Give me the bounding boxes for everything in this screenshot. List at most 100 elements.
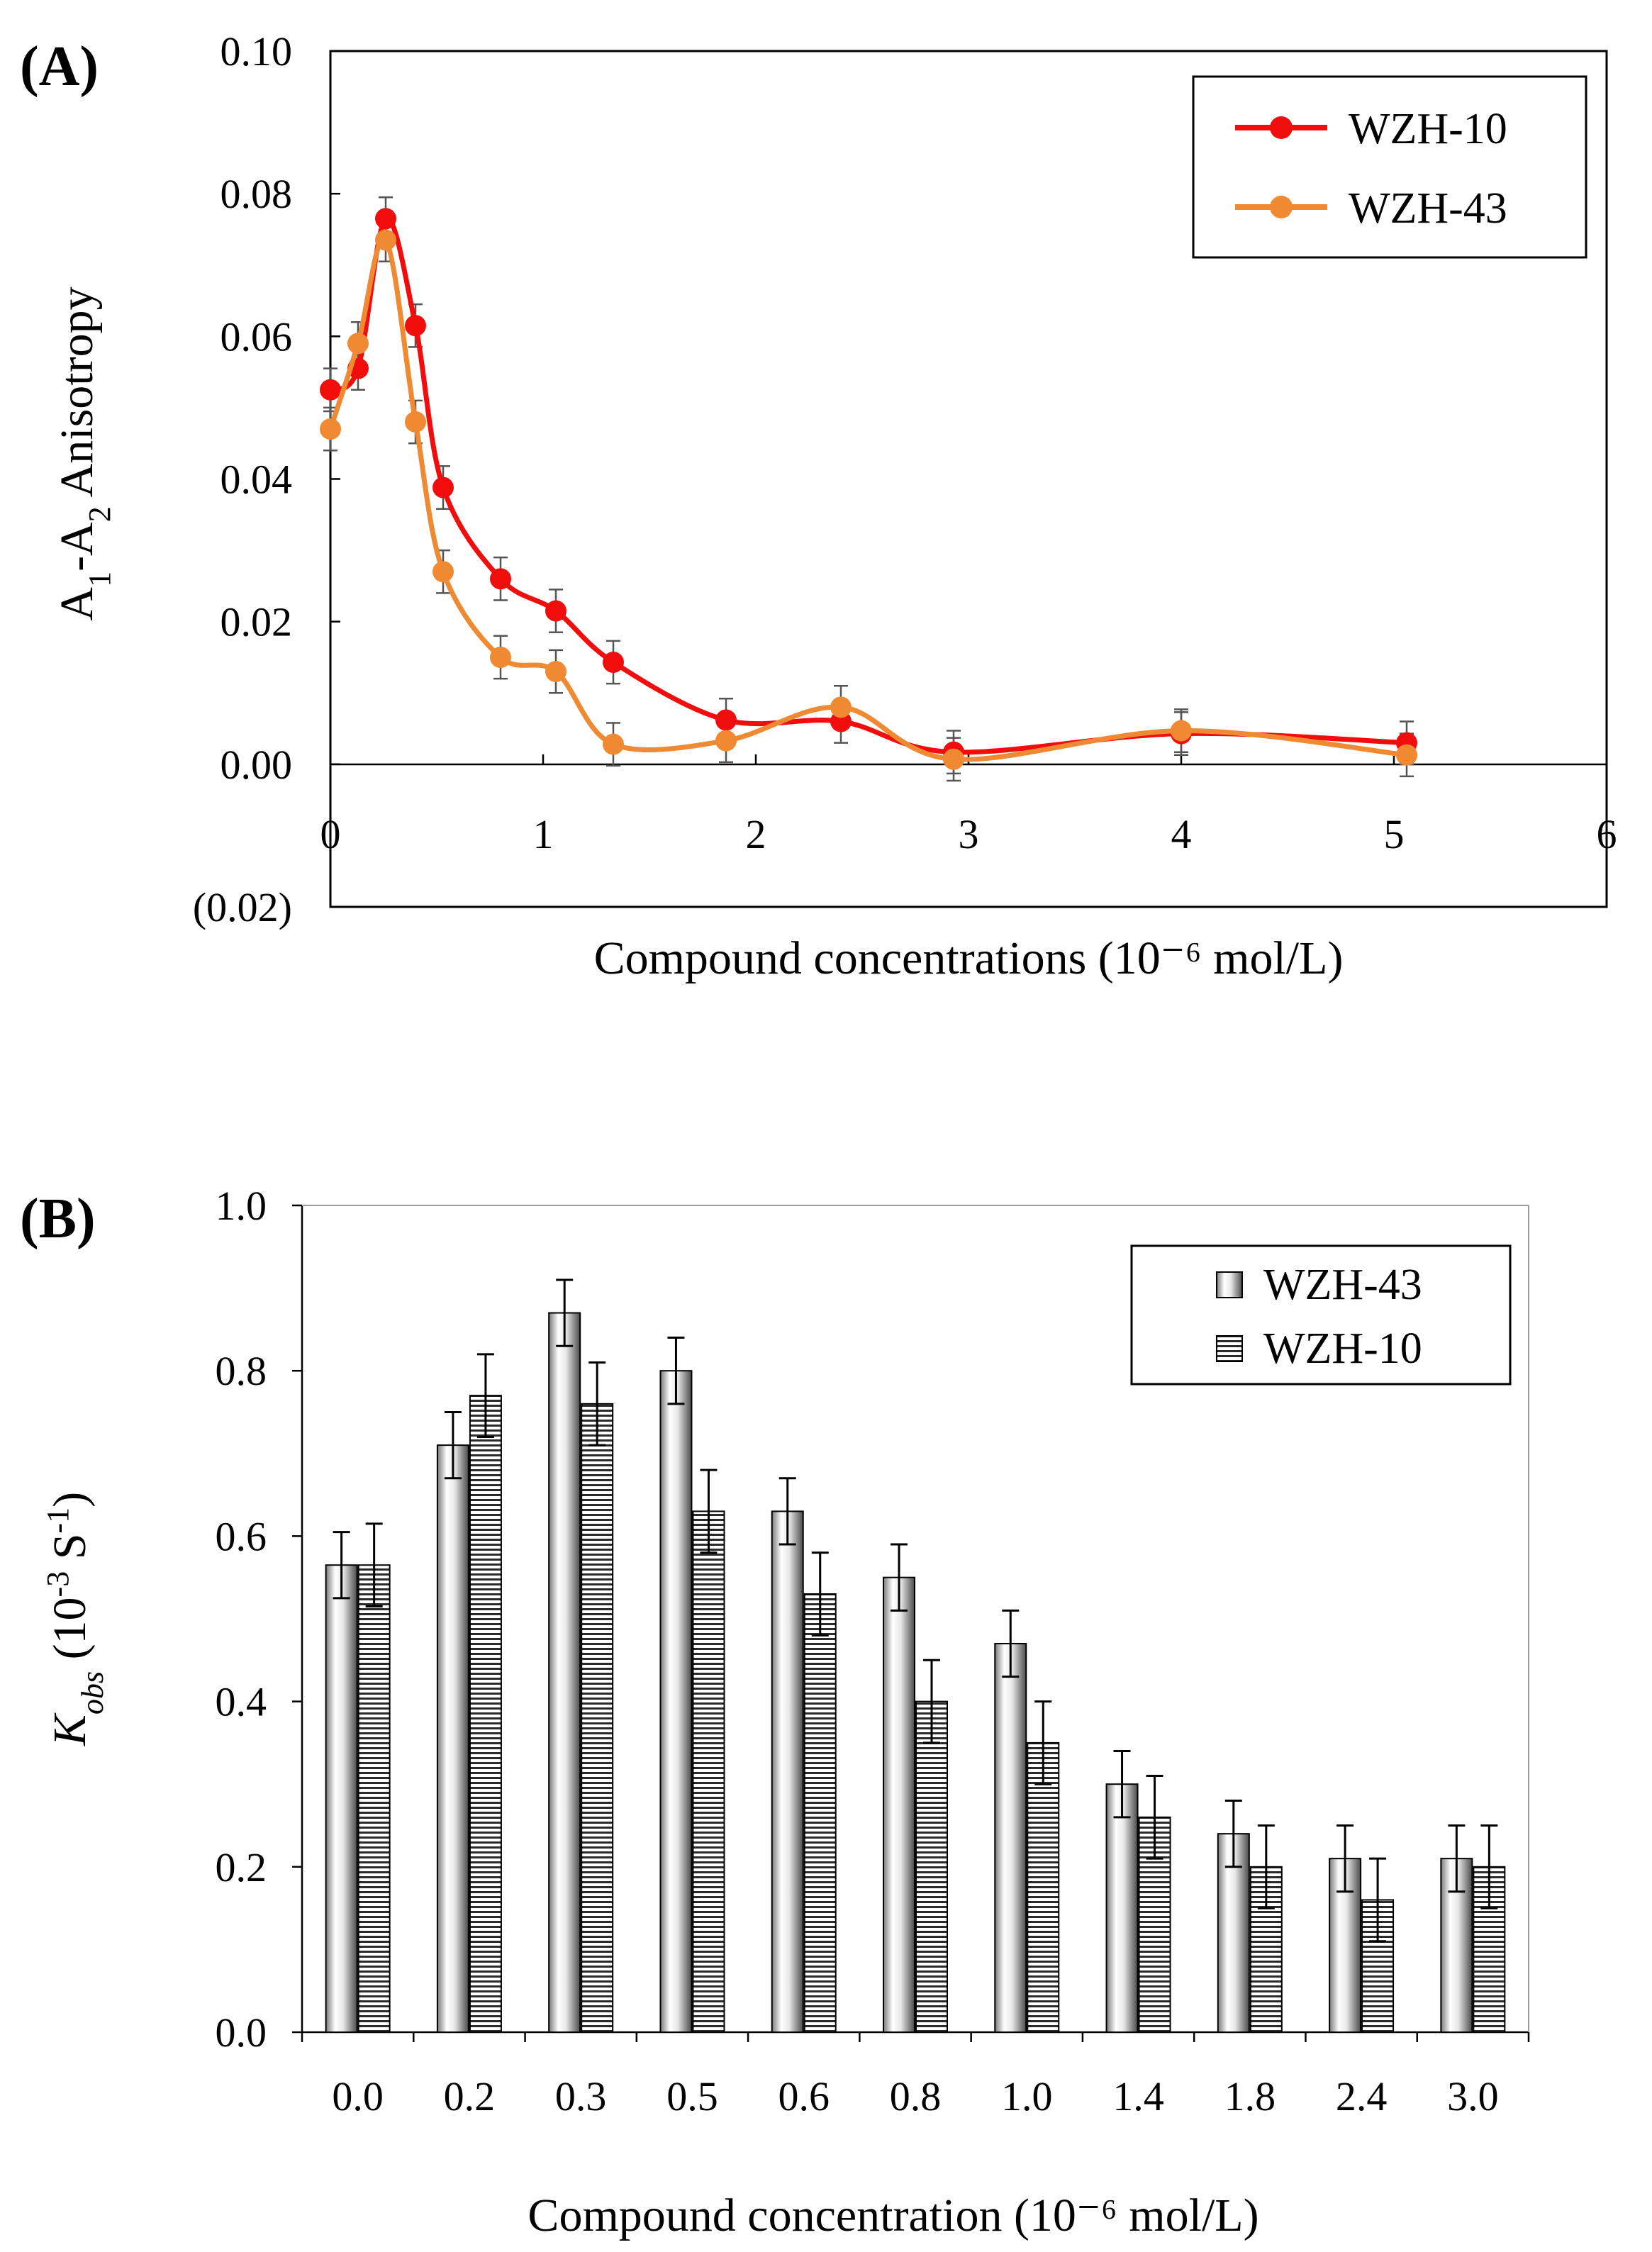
b-bar-wzh43 — [771, 1510, 804, 2033]
panel-b-x-axis-title: Compound concentration (10⁻⁶ mol/L) — [528, 2190, 1258, 2241]
a-data-point-wzh10 — [405, 315, 426, 337]
b-bar-wzh10 — [581, 1403, 614, 2033]
b-x-tick-label: 3.0 — [1447, 2073, 1499, 2119]
b-y-tick-label: 1.0 — [216, 1183, 267, 1229]
a-series-line-wzh10 — [328, 216, 1407, 755]
a-data-point-wzh10 — [490, 568, 511, 590]
b-x-tick-label: 0.0 — [332, 2073, 384, 2119]
b-y-tick-label: 0.0 — [216, 2009, 267, 2056]
a-data-point-wzh10 — [715, 709, 737, 731]
b-x-tick-label: 1.4 — [1112, 2073, 1164, 2119]
a-x-tick-label: 6 — [1597, 811, 1617, 857]
a-data-point-wzh43 — [1171, 720, 1192, 742]
b-error-bar-wzh43 — [444, 1411, 462, 1480]
a-data-point-wzh43 — [1396, 744, 1417, 766]
b-error-bar-wzh10 — [365, 1522, 383, 1608]
panel-b-label: (B) — [20, 1188, 96, 1250]
b-y-tick-label: 0.6 — [216, 1513, 267, 1559]
b-bar-wzh43 — [994, 1642, 1027, 2033]
b-x-tick-label: 2.4 — [1336, 2073, 1388, 2119]
a-data-point-wzh43 — [347, 333, 369, 355]
legend-marker-wzh43 — [1270, 196, 1293, 218]
b-bar-wzh10 — [915, 1700, 948, 2034]
b-bar-wzh43 — [436, 1444, 469, 2033]
b-y-tick-label: 0.8 — [216, 1348, 267, 1394]
panel-a-series — [320, 196, 1417, 782]
b-error-bar-wzh10 — [588, 1361, 606, 1446]
panel-b-y-ticks: 1.0 0.8 0.6 0.4 0.2 0.0 — [216, 1183, 302, 2056]
b-error-bar-wzh10 — [1369, 1857, 1387, 1943]
b-bar-wzh10 — [357, 1564, 391, 2033]
b-error-bar-wzh43 — [1448, 1824, 1466, 1893]
legend-label-wzh10: WZH-10 — [1349, 105, 1507, 153]
b-bar-wzh43 — [325, 1564, 358, 2033]
a-x-tick-label: 3 — [959, 811, 979, 857]
b-error-bar-wzh43 — [1002, 1609, 1020, 1678]
a-data-point-wzh10 — [432, 476, 454, 498]
a-y-tick-label: 0.02 — [221, 599, 293, 645]
a-data-point-wzh10 — [545, 600, 567, 622]
b-x-tick-label: 0.6 — [778, 2073, 830, 2119]
a-data-point-wzh43 — [830, 696, 852, 718]
b-y-tick-label: 0.4 — [216, 1679, 267, 1725]
b-bar-wzh10 — [692, 1510, 725, 2033]
legend-marker-wzh10 — [1270, 116, 1293, 139]
panel-a: (A) 0.10 0.08 0.06 0.04 0.02 0.00 (0.02) 0 1 2 3 4… — [20, 28, 1617, 984]
panel-a-legend: WZH-10 WZH-43 — [1192, 75, 1587, 259]
b-error-bar-wzh10 — [1146, 1775, 1163, 1860]
a-x-tick-label: 4 — [1171, 811, 1192, 857]
panel-a-x-axis-title: Compound concentrations (10⁻⁶ mol/L) — [594, 932, 1344, 984]
b-x-tick-label: 0.8 — [890, 2073, 942, 2119]
b-x-tick-label: 1.8 — [1224, 2073, 1276, 2119]
panel-b-legend: WZH-43 WZH-10 — [1130, 1244, 1512, 1386]
a-data-point-wzh43 — [715, 730, 737, 752]
b-error-bar-wzh10 — [1480, 1824, 1498, 1910]
panel-a-y-axis-title: A1-A2 Anisotropy — [51, 286, 117, 620]
b-x-tick-label: 0.2 — [444, 2073, 496, 2119]
a-y-tick-label: 0.10 — [221, 28, 293, 74]
b-error-bar-wzh43 — [1113, 1750, 1131, 1819]
b-x-tick-label: 0.5 — [666, 2073, 718, 2119]
legend-swatch-wzh10 — [1216, 1335, 1243, 1362]
b-error-bar-wzh10 — [923, 1659, 940, 1744]
legend-label-wzh43: WZH-43 — [1349, 184, 1507, 233]
a-data-point-wzh43 — [432, 561, 454, 583]
a-data-point-wzh43 — [405, 411, 426, 433]
b-bar-wzh43 — [548, 1312, 581, 2033]
panel-b-y-axis-title: Kobs (10-3 S-1) — [40, 1492, 110, 1746]
b-bar-wzh10 — [803, 1593, 837, 2033]
a-data-point-wzh10 — [375, 208, 396, 230]
b-error-bar-wzh43 — [891, 1543, 908, 1612]
a-x-tick-label: 0 — [320, 811, 341, 857]
b-error-bar-wzh43 — [1336, 1824, 1354, 1893]
panel-a-x-ticks: 0 1 2 3 4 5 6 — [320, 754, 1617, 857]
legend-swatch-wzh43 — [1216, 1271, 1243, 1298]
panel-b-bars — [325, 1278, 1506, 2034]
a-y-tick-label: 0.04 — [221, 457, 293, 503]
a-series-line-wzh43 — [328, 236, 1407, 762]
legend-label-b-wzh10: WZH-10 — [1263, 1325, 1422, 1373]
b-error-bar-wzh10 — [1257, 1824, 1275, 1910]
b-error-bar-wzh10 — [700, 1468, 718, 1554]
b-bar-wzh43 — [1105, 1783, 1139, 2033]
a-y-tick-label: 0.06 — [221, 313, 293, 359]
b-error-bar-wzh10 — [811, 1551, 829, 1637]
panel-a-legend-box — [1192, 75, 1587, 259]
a-data-point-wzh43 — [943, 748, 964, 770]
a-data-point-wzh43 — [545, 661, 567, 683]
a-data-point-wzh43 — [320, 418, 341, 440]
legend-label-b-wzh43: WZH-43 — [1263, 1261, 1422, 1309]
b-bar-wzh10 — [469, 1395, 502, 2034]
b-y-tick-label: 0.2 — [216, 1844, 267, 1890]
b-bar-wzh43 — [659, 1370, 693, 2033]
panel-b-legend-box — [1130, 1244, 1512, 1386]
a-y-tick-label: 0.08 — [221, 171, 293, 217]
b-error-bar-wzh43 — [667, 1337, 685, 1405]
panel-a-y-ticks: 0.10 0.08 0.06 0.04 0.02 0.00 (0.02) — [193, 28, 340, 930]
a-y-tick-label: 0.00 — [221, 742, 293, 788]
panel-b: (B) 1.00.80.60.40.20.0 0.0 0.2 0.3 0.5 0.6 0.… — [20, 1183, 1530, 2241]
b-bar-wzh43 — [883, 1576, 915, 2033]
a-x-tick-label: 2 — [746, 811, 766, 857]
a-data-point-wzh43 — [603, 733, 624, 755]
